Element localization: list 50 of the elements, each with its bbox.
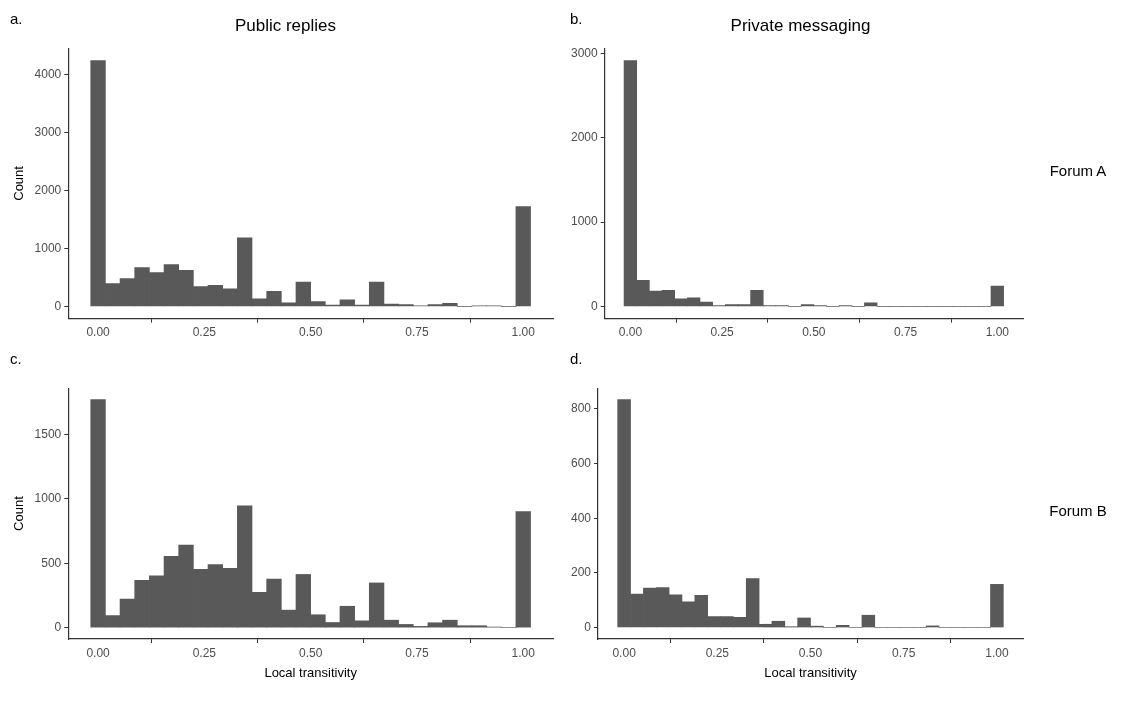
x-tick-label: 0.50 bbox=[802, 325, 826, 340]
y-tick-label: 800 bbox=[570, 401, 592, 416]
x-tick-label: 0.00 bbox=[86, 325, 111, 340]
chart-subtitle: Public replies bbox=[234, 16, 337, 35]
x-tick-label: 0.00 bbox=[612, 645, 637, 660]
x-tick-label: 0.50 bbox=[798, 645, 823, 660]
x-tick-label: 0.75 bbox=[405, 645, 429, 660]
x-tick-label: 0.75 bbox=[405, 325, 429, 340]
x-tick-label: 1.00 bbox=[985, 645, 1009, 660]
x-tick-label: 0.25 bbox=[710, 325, 735, 340]
x-tick-label: 0.00 bbox=[618, 325, 643, 340]
x-tick-label: 0.50 bbox=[298, 645, 323, 660]
y-tick-label: 3000 bbox=[570, 46, 599, 61]
y-tick-label: 0 bbox=[54, 619, 62, 634]
y-axis-title: Count bbox=[11, 495, 27, 531]
y-tick-label: 1000 bbox=[570, 214, 599, 229]
text: Forum B bbox=[1049, 502, 1107, 519]
x-tick-label: 0.50 bbox=[298, 325, 323, 340]
text: Forum A bbox=[1049, 162, 1107, 179]
y-tick-label: 500 bbox=[41, 555, 62, 570]
x-tick-label: 0.00 bbox=[86, 645, 111, 660]
x-axis-title: Local transitivity bbox=[764, 664, 858, 680]
x-tick-label: 0.75 bbox=[893, 325, 918, 340]
y-tick-label: 1000 bbox=[34, 240, 62, 255]
y-tick-label: 0 bbox=[591, 298, 599, 313]
x-tick-label: 0.25 bbox=[192, 325, 217, 340]
chart-subtitle: Private messaging bbox=[730, 16, 871, 35]
chart-title: a. bbox=[10, 10, 23, 27]
y-tick-label: 4000 bbox=[34, 66, 62, 81]
chart-title: b. bbox=[570, 10, 583, 27]
x-tick-label: 1.00 bbox=[511, 645, 536, 660]
y-tick-label: 0 bbox=[584, 619, 592, 634]
x-tick-label: 0.75 bbox=[892, 645, 916, 660]
x-tick-label: 0.25 bbox=[705, 645, 730, 660]
y-tick-label: 2000 bbox=[34, 182, 62, 197]
y-tick-label: 200 bbox=[570, 565, 592, 580]
y-axis-title: Count bbox=[11, 165, 27, 201]
x-tick-label: 1.00 bbox=[511, 325, 536, 340]
y-tick-label: 1500 bbox=[34, 426, 62, 441]
x-tick-label: 1.00 bbox=[985, 325, 1010, 340]
x-tick-label: 0.25 bbox=[192, 645, 217, 660]
y-tick-label: 0 bbox=[54, 298, 62, 313]
y-tick-label: 2000 bbox=[570, 130, 599, 145]
y-tick-label: 1000 bbox=[34, 491, 62, 506]
chart-title: d. bbox=[570, 350, 583, 367]
chart-title: c. bbox=[10, 350, 22, 367]
y-tick-label: 400 bbox=[570, 510, 592, 525]
y-tick-label: 600 bbox=[570, 455, 592, 470]
x-axis-title: Local transitivity bbox=[264, 664, 358, 680]
y-tick-label: 3000 bbox=[34, 124, 62, 139]
